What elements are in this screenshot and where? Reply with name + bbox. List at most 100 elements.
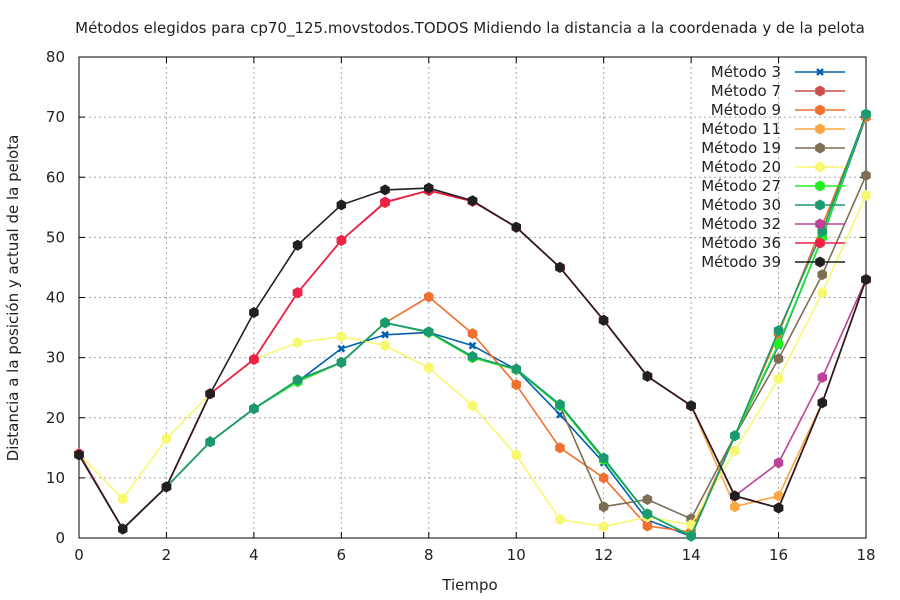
axes-ticks: 0 2 4 6 8 10 12 14 16 18 0 10 20 30 40 50 60 70 80 bbox=[46, 48, 876, 564]
data-point bbox=[467, 328, 478, 340]
data-point bbox=[861, 169, 871, 181]
legend-marker bbox=[815, 85, 825, 97]
legend-marker bbox=[816, 68, 824, 76]
legend-marker bbox=[815, 256, 825, 268]
data-point bbox=[598, 314, 609, 326]
data-point bbox=[817, 397, 827, 409]
data-point bbox=[773, 502, 784, 514]
data-point bbox=[380, 340, 390, 352]
y-tick-label: 80 bbox=[46, 48, 65, 66]
x-tick-label: 16 bbox=[769, 546, 788, 564]
data-point bbox=[555, 513, 565, 525]
data-point bbox=[511, 379, 521, 391]
data-point bbox=[598, 521, 609, 533]
legend-label: Método 9 bbox=[711, 101, 781, 119]
legend-item: Método 3 bbox=[711, 63, 845, 81]
y-tick-label: 50 bbox=[46, 228, 65, 246]
data-point bbox=[773, 373, 784, 385]
data-point bbox=[336, 331, 347, 343]
legend-label: Método 32 bbox=[701, 215, 781, 233]
legend-label: Método 27 bbox=[701, 177, 781, 195]
data-point bbox=[861, 274, 871, 285]
data-point bbox=[337, 344, 346, 353]
x-tick-label: 14 bbox=[682, 546, 701, 564]
x-tick-label: 2 bbox=[162, 546, 172, 564]
legend-item: Método 20 bbox=[701, 158, 845, 176]
legend-label: Método 36 bbox=[701, 234, 781, 252]
data-point bbox=[555, 399, 565, 410]
data-point bbox=[773, 490, 784, 502]
data-point bbox=[556, 410, 564, 419]
legend-item: Método 32 bbox=[701, 215, 845, 233]
data-point bbox=[292, 287, 303, 299]
data-point bbox=[817, 287, 827, 299]
y-tick-label: 0 bbox=[55, 529, 65, 547]
legend-marker bbox=[815, 123, 825, 135]
grid bbox=[79, 57, 866, 538]
x-tick-label: 12 bbox=[594, 546, 613, 564]
data-point bbox=[424, 182, 434, 194]
y-tick-label: 30 bbox=[46, 349, 65, 367]
legend-marker bbox=[815, 180, 825, 192]
legend-marker bbox=[815, 104, 825, 116]
legend-label: Método 20 bbox=[701, 158, 781, 176]
data-point bbox=[511, 363, 521, 375]
data-point bbox=[380, 197, 390, 208]
legend-item: Método 30 bbox=[701, 196, 845, 214]
data-point bbox=[424, 326, 434, 338]
x-tick-label: 8 bbox=[424, 546, 434, 564]
legend-item: Método 27 bbox=[701, 177, 845, 195]
y-axis-title: Distancia a la posición y actual de la p… bbox=[4, 135, 22, 462]
data-point bbox=[773, 457, 784, 469]
legend-label: Método 11 bbox=[701, 120, 781, 138]
data-point bbox=[511, 449, 521, 461]
x-tick-label: 4 bbox=[249, 546, 259, 564]
data-point bbox=[467, 350, 478, 362]
chart-title: Métodos elegidos para cp70_125.movstodos… bbox=[75, 19, 865, 38]
legend-label: Método 3 bbox=[711, 63, 781, 81]
data-point bbox=[686, 400, 696, 412]
data-point bbox=[730, 490, 740, 502]
x-tick-label: 6 bbox=[337, 546, 347, 564]
x-tick-label: 18 bbox=[856, 546, 875, 564]
y-tick-label: 10 bbox=[46, 469, 65, 487]
x-tick-label: 0 bbox=[74, 546, 84, 564]
data-point bbox=[598, 501, 609, 513]
data-point bbox=[642, 370, 653, 382]
data-point bbox=[249, 403, 259, 415]
data-point bbox=[468, 341, 477, 350]
data-point bbox=[336, 234, 347, 246]
data-point bbox=[74, 449, 84, 461]
series-11 bbox=[74, 182, 871, 535]
data-point bbox=[118, 523, 128, 535]
data-point bbox=[336, 356, 347, 368]
data-point bbox=[467, 400, 478, 412]
legend-item: Método 36 bbox=[701, 234, 845, 252]
y-tick-label: 60 bbox=[46, 168, 65, 186]
legend-marker bbox=[815, 199, 825, 211]
data-point bbox=[380, 317, 390, 329]
data-point bbox=[686, 519, 696, 531]
data-point bbox=[161, 433, 172, 445]
y-tick-label: 20 bbox=[46, 409, 65, 427]
data-point bbox=[249, 307, 259, 318]
data-point bbox=[118, 493, 128, 505]
legend-item: Método 9 bbox=[711, 101, 845, 119]
data-point bbox=[773, 338, 784, 350]
data-point bbox=[730, 501, 740, 513]
legend-item: Método 7 bbox=[711, 82, 845, 100]
data-point bbox=[161, 481, 172, 493]
data-point bbox=[511, 221, 521, 233]
data-point bbox=[336, 199, 347, 211]
data-point bbox=[861, 108, 871, 120]
data-point bbox=[598, 472, 609, 484]
data-point bbox=[555, 261, 565, 273]
legend-item: Método 19 bbox=[701, 139, 845, 157]
legend-label: Método 39 bbox=[701, 253, 781, 271]
data-point bbox=[861, 189, 871, 201]
data-point bbox=[642, 508, 653, 520]
data-point bbox=[424, 291, 434, 303]
data-point bbox=[292, 239, 303, 251]
